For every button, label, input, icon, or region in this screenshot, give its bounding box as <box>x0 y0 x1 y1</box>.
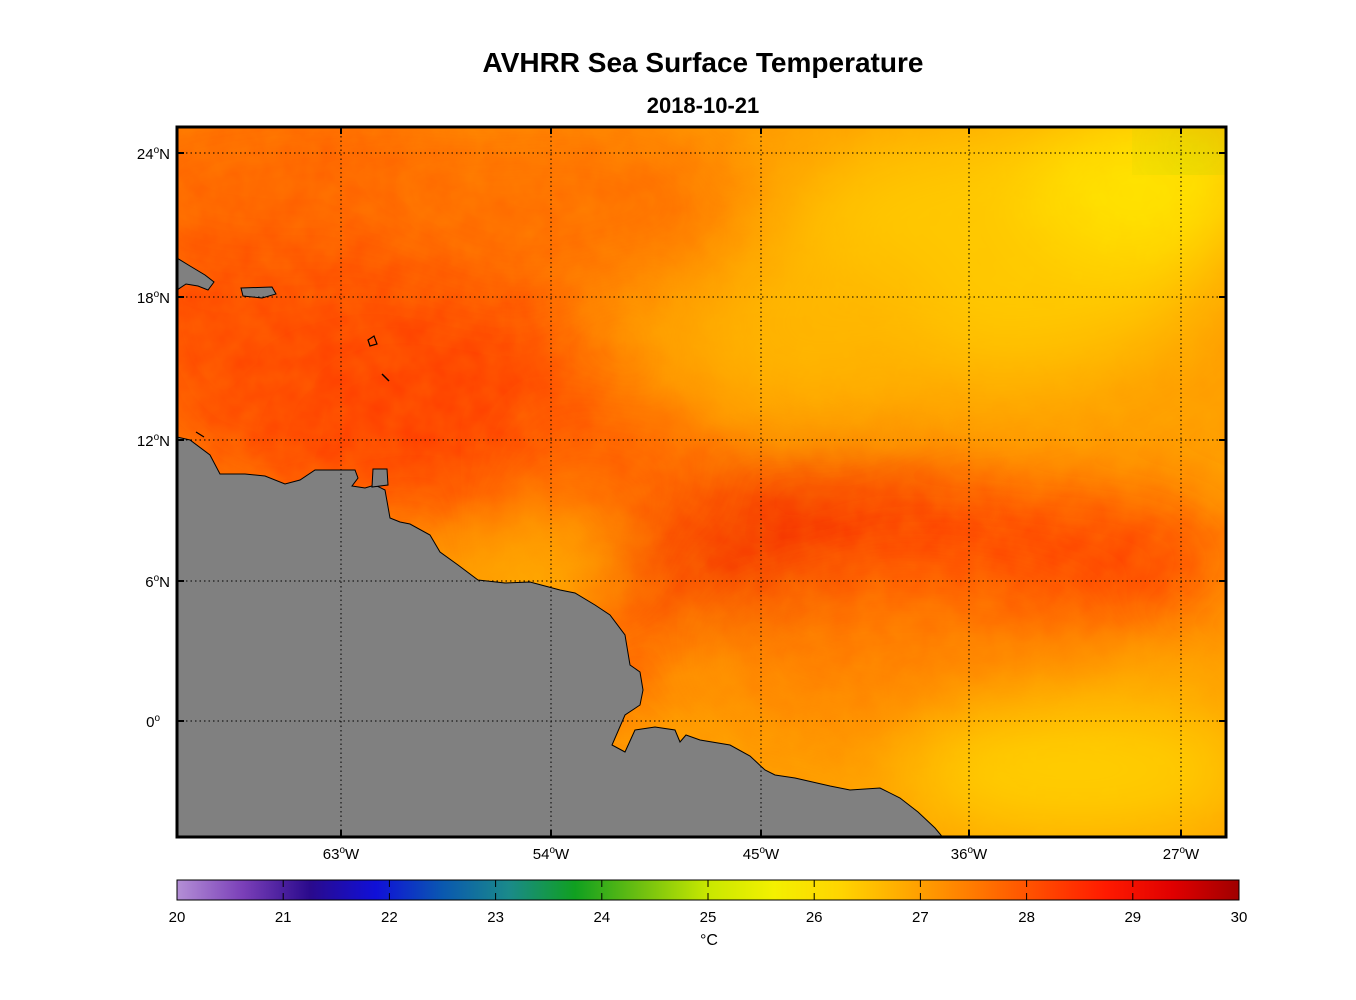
map-subtitle: 2018-10-21 <box>646 93 760 118</box>
map-title: AVHRR Sea Surface Temperature <box>482 47 924 78</box>
land-grenada <box>195 431 205 438</box>
lat-label-0: 0o <box>146 713 160 731</box>
land-trinidad <box>371 468 389 488</box>
colorbar-tick-label: 23 <box>487 909 504 926</box>
lat-label-18n: 18oN <box>136 289 170 307</box>
colorbar-ticks <box>176 880 1240 900</box>
colorbar-tick-label: 25 <box>699 909 717 926</box>
lon-label-45w: 45oW <box>742 845 780 863</box>
land-puerto-rico <box>240 286 277 299</box>
map-frame <box>175 125 1228 839</box>
colorbar-tick-label: 21 <box>274 909 292 926</box>
lat-label-24n: 24oN <box>136 145 170 163</box>
colorbar-tick-label: 20 <box>168 909 186 926</box>
colorbar-tick-label: 28 <box>1018 909 1035 926</box>
land-guadeloupe <box>367 335 378 347</box>
lon-label-27w: 27oW <box>1162 845 1200 863</box>
colorbar-tick-label: 29 <box>1124 909 1142 926</box>
colorbar-unit: °C <box>700 932 718 949</box>
colorbar-tick-label: 26 <box>805 909 823 926</box>
lon-label-63w: 63oW <box>322 845 360 863</box>
land-south-america <box>177 436 944 837</box>
land-martinique <box>381 373 390 382</box>
lon-label-36w: 36oW <box>950 845 988 863</box>
colorbar-tick-label: 27 <box>912 909 929 926</box>
lat-label-6n: 6oN <box>145 573 170 591</box>
colorbar-tick-label: 22 <box>381 909 398 926</box>
sst-field <box>177 127 1226 837</box>
colorbar-tick-label: 30 <box>1230 909 1248 926</box>
axis-ticks <box>177 127 1226 837</box>
colorbar-tick-label: 24 <box>593 909 611 926</box>
colorbar <box>176 879 1240 901</box>
graticule <box>177 127 1226 837</box>
lat-label-12n: 12oN <box>136 432 170 450</box>
land-hispaniola <box>177 257 215 291</box>
lon-label-54w: 54oW <box>532 845 570 863</box>
